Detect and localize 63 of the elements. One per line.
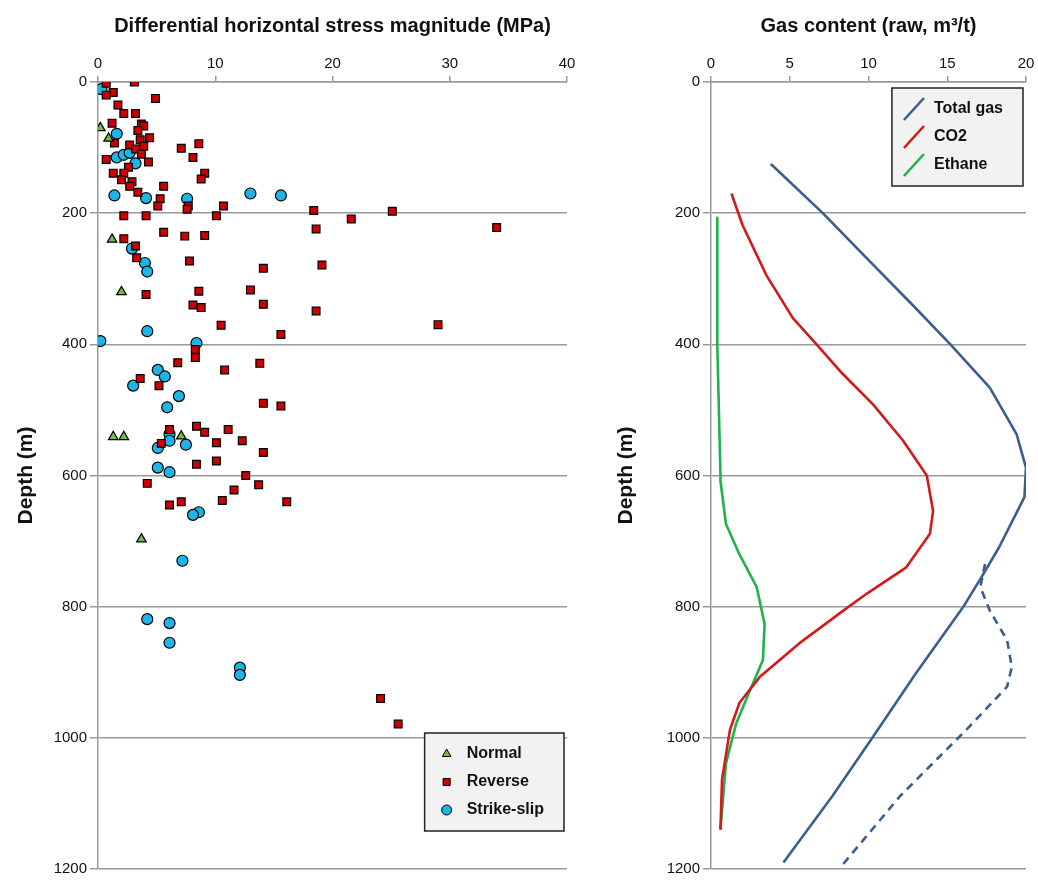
x-tick-label: 10 — [206, 54, 224, 72]
legend-label: Total gas — [933, 99, 1004, 117]
legend-label: Strike-slip — [466, 800, 545, 818]
point — [274, 189, 288, 202]
x-axis-title: Gas content (raw, m³/t) — [760, 13, 977, 36]
point — [116, 285, 127, 296]
point — [110, 127, 123, 140]
x-tick-label: 5 — [785, 54, 794, 72]
point — [161, 401, 174, 414]
point — [139, 191, 153, 205]
point — [244, 187, 257, 200]
point — [163, 434, 176, 447]
x-tick-label: 20 — [1017, 54, 1035, 72]
point — [179, 438, 193, 451]
y-tick-label: 0 — [691, 72, 700, 90]
y-tick-label: 600 — [61, 465, 87, 483]
y-tick-label: 600 — [674, 465, 700, 483]
y-tick-label: 200 — [61, 203, 87, 221]
point — [103, 132, 114, 142]
y-tick-label: 1200 — [666, 859, 700, 877]
point — [141, 325, 154, 338]
point — [186, 508, 200, 521]
point — [176, 554, 189, 567]
y-tick-label: 200 — [674, 203, 700, 221]
y-tick-label: 800 — [674, 596, 700, 614]
x-tick-label: 10 — [860, 54, 877, 72]
y-axis-title: Depth (m) — [613, 426, 637, 525]
y-tick-label: 1000 — [53, 727, 87, 745]
point — [106, 233, 118, 243]
x-tick-label: 0 — [93, 54, 103, 72]
legend-label: CO2 — [933, 127, 967, 145]
point — [151, 363, 164, 377]
point — [163, 466, 176, 479]
y-axis-title: Depth (m) — [13, 426, 37, 525]
point — [158, 370, 171, 383]
y-tick-label: 400 — [674, 334, 700, 352]
legend-label: Reverse — [466, 772, 530, 790]
y-tick-label: 1200 — [53, 859, 87, 877]
point — [151, 461, 164, 474]
point — [163, 636, 176, 649]
point — [141, 265, 154, 278]
y-tick-label: 0 — [78, 72, 87, 90]
y-tick-label: 800 — [61, 596, 87, 614]
x-tick-label: 20 — [324, 54, 341, 72]
y-tick-label: 400 — [61, 334, 87, 352]
legend-label: Normal — [466, 744, 522, 762]
x-tick-label: 30 — [441, 54, 459, 72]
point — [141, 613, 154, 626]
x-tick-label: 0 — [706, 54, 716, 72]
point — [118, 430, 130, 441]
point — [136, 533, 147, 543]
point — [172, 390, 185, 403]
x-tick-label: 15 — [938, 54, 956, 72]
y-tick-label: 1000 — [666, 727, 700, 745]
legend-label: Ethane — [933, 155, 988, 173]
point — [107, 430, 119, 441]
point — [175, 430, 187, 440]
point — [127, 379, 140, 392]
x-tick-label: 40 — [558, 54, 576, 72]
point — [108, 189, 121, 202]
point — [163, 616, 176, 630]
point — [233, 668, 246, 681]
x-axis-title: Differential horizontal stress magnitude (MPa) — [114, 13, 551, 36]
